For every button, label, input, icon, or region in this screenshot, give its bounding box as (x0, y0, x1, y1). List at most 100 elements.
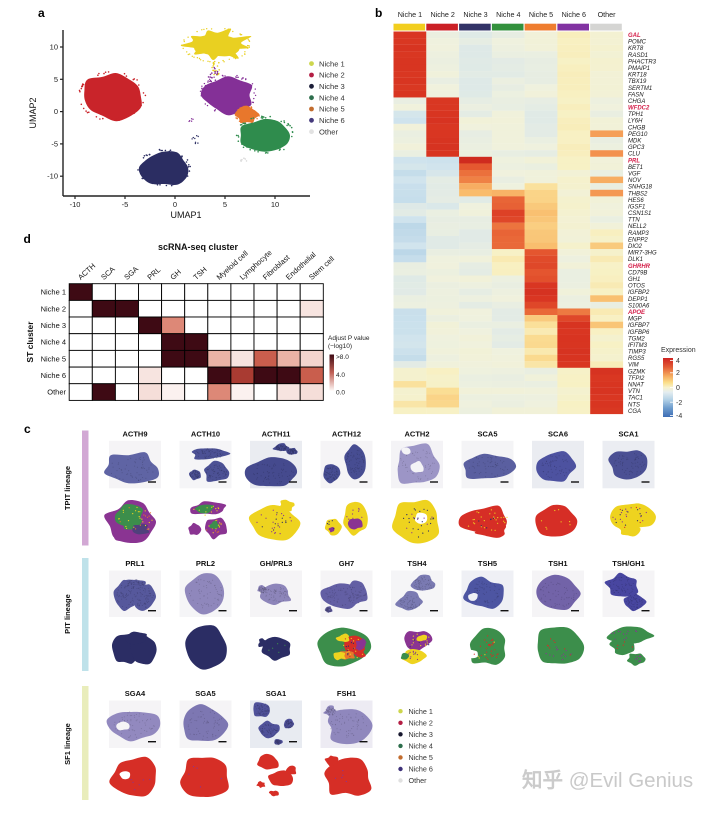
svg-text:GH/PRL3: GH/PRL3 (260, 559, 293, 568)
svg-text:IGFBP6: IGFBP6 (628, 330, 650, 336)
svg-text:TSH/GH1: TSH/GH1 (612, 559, 645, 568)
svg-text:SF1 lineage: SF1 lineage (63, 723, 72, 765)
svg-text:GH7: GH7 (339, 559, 354, 568)
svg-text:SGA4: SGA4 (125, 689, 146, 698)
svg-text:0: 0 (54, 107, 58, 116)
svg-text:Niche 1: Niche 1 (41, 288, 66, 297)
svg-text:FASN: FASN (628, 92, 644, 98)
svg-text:BET1: BET1 (628, 165, 643, 171)
svg-text:Niche 2: Niche 2 (409, 718, 433, 727)
svg-text:CGA: CGA (628, 409, 641, 415)
svg-text:UMAP2: UMAP2 (28, 97, 38, 128)
svg-text:scRNA-seq cluster: scRNA-seq cluster (158, 242, 239, 252)
svg-text:Niche 5: Niche 5 (409, 753, 433, 762)
svg-text:GHRHR: GHRHR (628, 264, 651, 270)
svg-text:10: 10 (50, 43, 58, 52)
svg-text:ACTH11: ACTH11 (262, 430, 291, 439)
svg-text:SCA5: SCA5 (477, 430, 497, 439)
svg-text:PIT lineage: PIT lineage (63, 594, 72, 634)
svg-text:Niche 5: Niche 5 (319, 105, 345, 114)
svg-text:ACTH12: ACTH12 (332, 430, 361, 439)
svg-text:SGA5: SGA5 (195, 689, 215, 698)
svg-text:DLK1: DLK1 (628, 257, 643, 263)
svg-text:IGFBP7: IGFBP7 (628, 323, 650, 329)
svg-text:0.0: 0.0 (336, 390, 345, 397)
svg-text:2: 2 (676, 370, 680, 377)
svg-text:ACTH2: ACTH2 (404, 430, 429, 439)
svg-text:ACTH9: ACTH9 (122, 430, 147, 439)
svg-text:>8.0: >8.0 (336, 354, 349, 361)
svg-text:MDK: MDK (628, 139, 642, 145)
svg-text:PRL2: PRL2 (196, 559, 215, 568)
svg-text:a: a (38, 6, 45, 20)
svg-text:TGM2: TGM2 (628, 336, 645, 342)
svg-text:(−log10): (−log10) (328, 343, 352, 350)
svg-text:RASD1: RASD1 (628, 53, 648, 59)
svg-text:CLU: CLU (628, 152, 641, 158)
svg-text:LY6H: LY6H (628, 119, 643, 125)
svg-text:Expression: Expression (661, 347, 696, 354)
svg-text:Niche 3: Niche 3 (319, 82, 345, 91)
svg-text:Niche 6: Niche 6 (319, 116, 345, 125)
svg-text:TAC1: TAC1 (628, 396, 643, 402)
svg-text:UMAP1: UMAP1 (170, 210, 201, 220)
svg-text:SCA6: SCA6 (548, 430, 568, 439)
svg-text:SNHG18: SNHG18 (628, 185, 653, 191)
svg-text:TTN: TTN (628, 218, 640, 224)
svg-text:0: 0 (676, 385, 680, 392)
svg-text:ENPP2: ENPP2 (628, 237, 648, 243)
svg-text:TBX19: TBX19 (628, 79, 647, 85)
svg-text:TFPI2: TFPI2 (628, 376, 645, 382)
svg-text:Niche 4: Niche 4 (409, 742, 433, 751)
svg-text:Adjust P value: Adjust P value (328, 335, 370, 342)
svg-text:RGS5: RGS5 (628, 356, 645, 362)
svg-text:-4: -4 (676, 413, 682, 420)
svg-text:Niche 2: Niche 2 (319, 71, 345, 80)
svg-text:KRT18: KRT18 (628, 73, 647, 79)
svg-text:d: d (24, 232, 31, 246)
svg-text:PRL: PRL (628, 158, 640, 164)
svg-text:NELL2: NELL2 (628, 224, 647, 230)
svg-text:NNAT: NNAT (628, 383, 645, 389)
svg-text:SCA1: SCA1 (618, 430, 638, 439)
svg-text:Niche 4: Niche 4 (319, 93, 345, 102)
svg-text:S100A6: S100A6 (628, 303, 650, 309)
svg-text:TPIT lineage: TPIT lineage (63, 466, 72, 510)
svg-text:Other: Other (598, 10, 617, 19)
svg-text:CD79B: CD79B (628, 270, 647, 276)
svg-text:-5: -5 (122, 200, 129, 209)
svg-text:知乎 @Evil Genius: 知乎 @Evil Genius (522, 768, 693, 792)
svg-text:Niche 5: Niche 5 (529, 10, 553, 19)
svg-text:Niche 1: Niche 1 (319, 59, 345, 68)
svg-text:TSH5: TSH5 (478, 559, 497, 568)
svg-text:GPC3: GPC3 (628, 145, 645, 151)
svg-text:MGP: MGP (628, 317, 642, 323)
svg-text:CHGB: CHGB (628, 125, 645, 131)
svg-text:CSN1S1: CSN1S1 (628, 211, 651, 217)
svg-text:Niche 1: Niche 1 (398, 10, 422, 19)
svg-text:DIO2: DIO2 (628, 244, 643, 250)
svg-text:Other: Other (409, 776, 428, 785)
svg-text:-10: -10 (47, 172, 58, 181)
svg-text:THBS2: THBS2 (628, 191, 648, 197)
svg-text:10: 10 (271, 200, 279, 209)
svg-text:PEG10: PEG10 (628, 132, 648, 138)
svg-text:Niche 5: Niche 5 (41, 354, 66, 363)
svg-text:VGF: VGF (628, 172, 641, 178)
svg-text:HES6: HES6 (628, 198, 644, 204)
svg-text:KRT8: KRT8 (628, 46, 644, 52)
svg-text:4.0: 4.0 (336, 372, 345, 379)
svg-text:Niche 3: Niche 3 (409, 730, 433, 739)
svg-text:-5: -5 (51, 139, 58, 148)
svg-text:FSH1: FSH1 (337, 689, 356, 698)
svg-text:Niche 1: Niche 1 (409, 707, 433, 716)
svg-text:TPH1: TPH1 (628, 112, 643, 118)
svg-text:Other: Other (47, 388, 66, 397)
svg-text:5: 5 (223, 200, 227, 209)
svg-text:APOE: APOE (627, 310, 646, 316)
svg-text:WFDC2: WFDC2 (628, 106, 650, 112)
svg-text:c: c (24, 422, 31, 436)
svg-text:VTN: VTN (628, 389, 641, 395)
svg-text:SERTM1: SERTM1 (628, 86, 652, 92)
svg-text:Niche 4: Niche 4 (496, 10, 520, 19)
